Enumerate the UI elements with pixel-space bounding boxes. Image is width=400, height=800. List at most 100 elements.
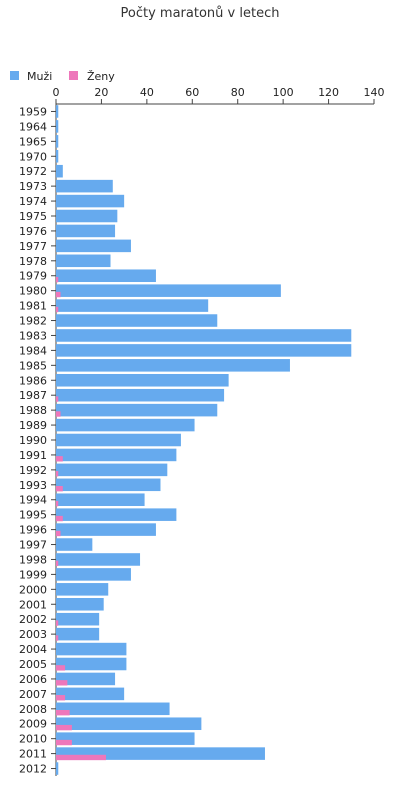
y-tick-label: 1980 bbox=[19, 285, 47, 298]
legend-label-muzi: Muži bbox=[27, 70, 52, 83]
bar-muzi bbox=[56, 224, 116, 238]
x-tick-label: 140 bbox=[364, 86, 385, 99]
y-tick-label: 1972 bbox=[19, 165, 47, 178]
y-tick-label: 1996 bbox=[19, 524, 47, 537]
bar-muzi bbox=[56, 478, 161, 492]
y-tick-label: 2011 bbox=[19, 748, 47, 761]
bar-muzi bbox=[56, 239, 131, 253]
bar-muzi bbox=[56, 508, 177, 521]
bar-muzi bbox=[56, 583, 109, 596]
bar-zeny bbox=[56, 276, 59, 283]
bar-zeny bbox=[56, 635, 59, 641]
x-tick-label: 60 bbox=[185, 86, 199, 99]
y-tick-label: 2006 bbox=[19, 673, 47, 686]
bar-muzi bbox=[56, 284, 281, 297]
bar-muzi bbox=[56, 403, 218, 417]
bar-muzi bbox=[56, 269, 156, 283]
y-tick-label: 1975 bbox=[19, 210, 47, 223]
y-tick-label: 1991 bbox=[19, 449, 47, 462]
bar-muzi bbox=[56, 105, 59, 118]
y-tick-label: 1998 bbox=[19, 553, 47, 566]
bar-muzi bbox=[56, 179, 113, 193]
y-tick-label: 1994 bbox=[19, 494, 47, 507]
y-tick-label: 1977 bbox=[19, 240, 47, 253]
y-tick-label: 2005 bbox=[19, 658, 47, 671]
plot-area: 0 20 40 60 80 100 120 140 1959 1964 1965 1970 1972 19… bbox=[19, 86, 385, 776]
bar-muzi bbox=[56, 538, 93, 551]
bar-muzi bbox=[56, 553, 141, 566]
bar-muzi bbox=[56, 732, 195, 745]
x-tick-label: 20 bbox=[94, 86, 108, 99]
x-tick-label: 100 bbox=[273, 86, 294, 99]
y-tick-label: 1990 bbox=[19, 434, 47, 447]
y-tick-label: 2001 bbox=[19, 598, 47, 611]
bar-muzi bbox=[56, 299, 209, 312]
bar-muzi bbox=[56, 359, 290, 372]
y-tick-label: 2002 bbox=[19, 613, 47, 626]
bar-muzi bbox=[56, 418, 195, 432]
bar-muzi bbox=[56, 448, 177, 462]
bar-zeny bbox=[56, 560, 59, 567]
bar-zeny bbox=[56, 500, 59, 507]
y-tick-label: 1985 bbox=[19, 359, 47, 372]
bar-muzi bbox=[56, 612, 100, 626]
bar-muzi bbox=[56, 762, 59, 775]
y-tick-label: 1965 bbox=[19, 135, 47, 148]
y-tick-label: 1976 bbox=[19, 225, 47, 238]
bar-muzi bbox=[56, 344, 352, 357]
bar-zeny bbox=[56, 306, 59, 313]
bar-muzi bbox=[56, 388, 225, 402]
bar-muzi bbox=[56, 120, 59, 133]
bar-zeny bbox=[56, 620, 59, 626]
bar-muzi bbox=[56, 702, 170, 716]
bar-zeny bbox=[56, 291, 61, 298]
bar-zeny bbox=[56, 709, 70, 716]
y-tick-label: 1997 bbox=[19, 539, 47, 552]
bar-zeny bbox=[56, 739, 72, 746]
bar-zeny bbox=[56, 456, 63, 462]
bar-zeny bbox=[56, 396, 59, 402]
bar-muzi bbox=[56, 597, 104, 611]
bar-muzi bbox=[56, 717, 202, 731]
bar-muzi bbox=[56, 149, 59, 163]
bar-muzi bbox=[56, 523, 156, 536]
y-tick-label: 1993 bbox=[19, 479, 47, 492]
y-tick-label: 1999 bbox=[19, 568, 47, 581]
y-tick-label: 1964 bbox=[19, 120, 47, 133]
legend-swatch-muzi bbox=[10, 71, 19, 80]
bar-muzi bbox=[56, 373, 229, 387]
bar-zeny bbox=[56, 530, 61, 537]
y-tick-label: 1983 bbox=[19, 329, 47, 342]
y-tick-label: 1995 bbox=[19, 509, 47, 522]
bar-muzi bbox=[56, 254, 111, 268]
bar-muzi bbox=[56, 672, 116, 686]
chart-title: Počty maratonů v letech bbox=[121, 6, 280, 21]
x-tick-label: 80 bbox=[231, 86, 245, 99]
bar-muzi bbox=[56, 747, 265, 760]
bar-muzi bbox=[56, 568, 131, 581]
bar-muzi bbox=[56, 493, 145, 507]
x-tick-label: 0 bbox=[53, 86, 60, 99]
bar-zeny bbox=[56, 485, 63, 492]
bar-muzi bbox=[56, 164, 63, 178]
bar-muzi bbox=[56, 135, 59, 148]
y-tick-label: 1988 bbox=[19, 404, 47, 417]
y-tick-label: 2010 bbox=[19, 733, 47, 746]
y-tick-label: 1979 bbox=[19, 270, 47, 283]
bar-muzi bbox=[56, 642, 127, 656]
y-tick-label: 1989 bbox=[19, 419, 47, 432]
bar-zeny bbox=[56, 411, 61, 417]
bar-zeny bbox=[56, 695, 66, 701]
legend: Muži Ženy bbox=[10, 70, 115, 83]
y-tick-label: 2003 bbox=[19, 628, 47, 641]
bar-muzi bbox=[56, 687, 125, 701]
y-tick-label: 2007 bbox=[19, 688, 47, 701]
bar-muzi bbox=[56, 657, 127, 671]
bar-muzi bbox=[56, 314, 218, 327]
bar-muzi bbox=[56, 433, 181, 447]
y-tick-label: 1984 bbox=[19, 344, 47, 357]
legend-label-zeny: Ženy bbox=[87, 70, 115, 83]
y-tick-label: 1959 bbox=[19, 105, 47, 118]
y-tick-label: 2008 bbox=[19, 703, 47, 716]
